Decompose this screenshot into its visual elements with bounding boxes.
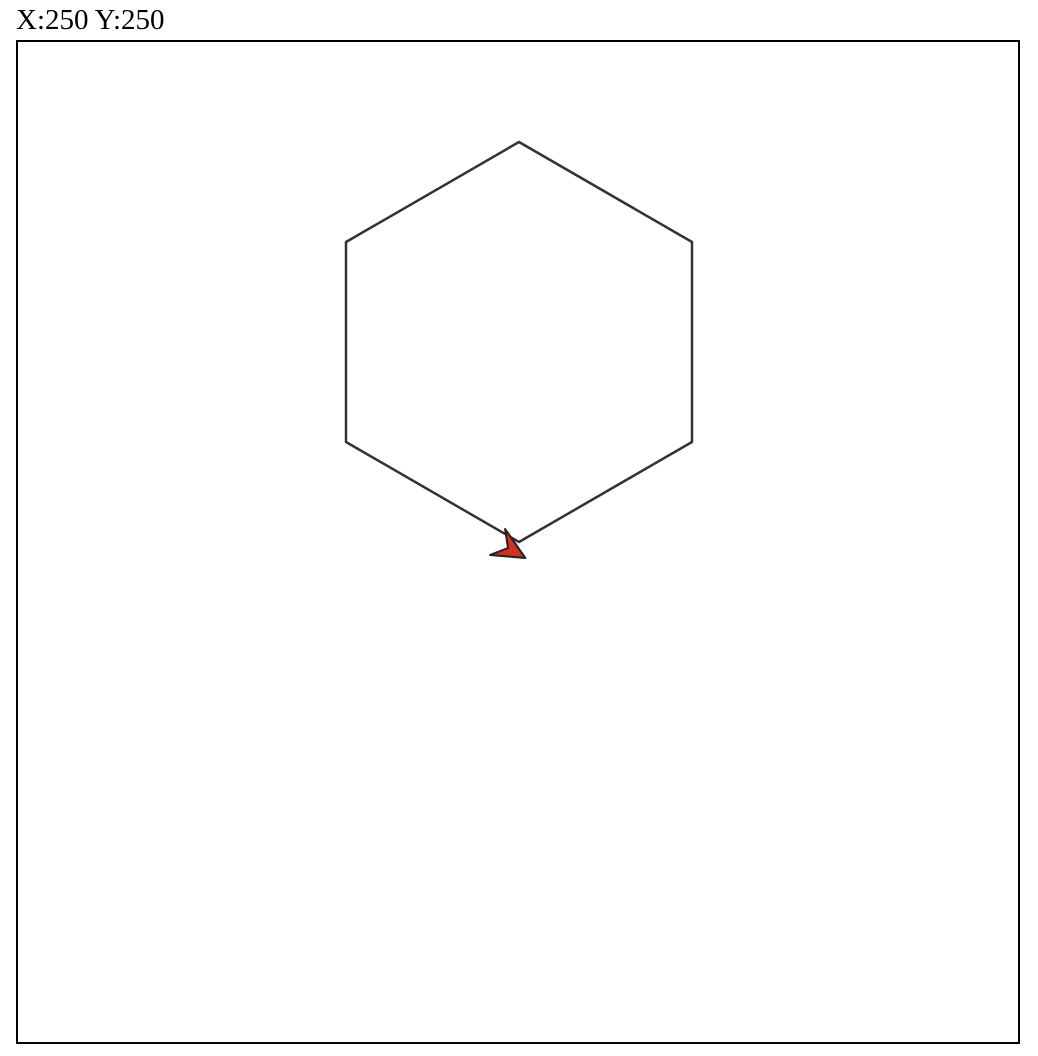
coordinate-readout: X:250 Y:250 <box>16 4 165 36</box>
turtle-drawing-svg <box>344 140 694 571</box>
drawing-canvas[interactable] <box>16 40 1020 1044</box>
hexagon-path <box>344 140 694 544</box>
turtle-cursor-icon[interactable] <box>489 528 533 571</box>
